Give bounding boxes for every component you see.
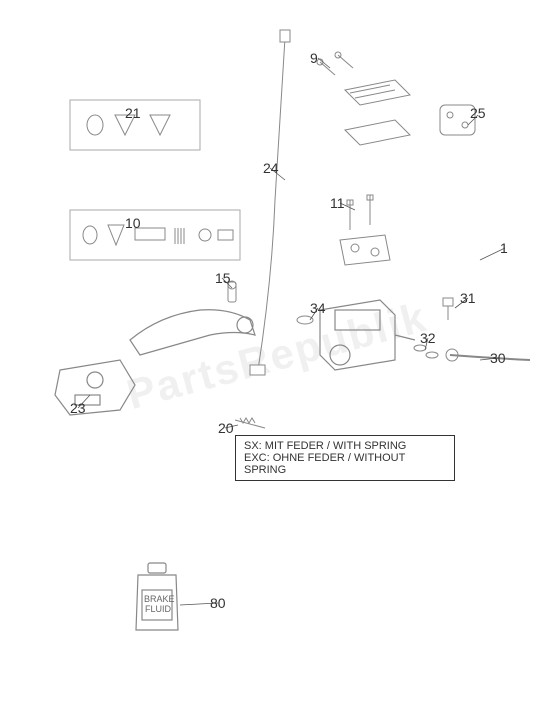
brake-fluid-bottle: BRAKE FLUID: [130, 560, 185, 645]
callout-31: 31: [460, 290, 476, 306]
callout-21: 21: [125, 105, 141, 121]
callout-32: 32: [420, 330, 436, 346]
callout-20: 20: [218, 420, 234, 436]
callout-9: 9: [310, 50, 318, 66]
callout-23: 23: [70, 400, 86, 416]
callout-30: 30: [490, 350, 506, 366]
note-box: SX: MIT FEDER / WITH SPRING EXC: OHNE FE…: [235, 435, 455, 481]
callout-10: 10: [125, 215, 141, 231]
diagram-container: PartsRepublik: [0, 0, 554, 711]
callout-24: 24: [263, 160, 279, 176]
callout-25: 25: [470, 105, 486, 121]
bottle-label-2: FLUID: [144, 605, 172, 615]
note-line-1: SX: MIT FEDER / WITH SPRING: [244, 440, 446, 452]
callout-1: 1: [500, 240, 508, 256]
callout-15: 15: [215, 270, 231, 286]
callout-34: 34: [310, 300, 326, 316]
callout-80: 80: [210, 595, 226, 611]
callout-11: 11: [330, 195, 345, 211]
note-line-2: EXC: OHNE FEDER / WITHOUT SPRING: [244, 452, 446, 476]
